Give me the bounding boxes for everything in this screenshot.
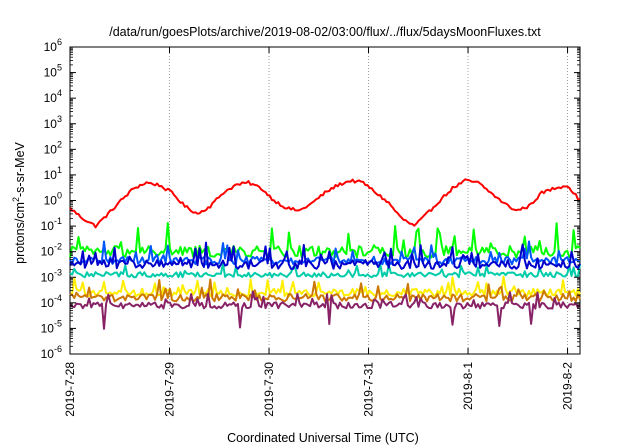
series-line-2 bbox=[69, 262, 581, 279]
y-tick-label-exp: -4 bbox=[54, 293, 62, 303]
y-tick-label-base: 10 bbox=[44, 66, 58, 80]
series-group bbox=[69, 178, 581, 330]
x-axis-label: Coordinated Universal Time (UTC) bbox=[227, 431, 419, 445]
y-tick-label-exp: 0 bbox=[57, 191, 62, 201]
y-tick-label-base: 10 bbox=[41, 296, 55, 310]
x-tick-label: 2019-7-31 bbox=[362, 362, 376, 417]
y-tick-label: 10-6 bbox=[41, 344, 62, 361]
x-tick-label: 2019-8-1 bbox=[461, 362, 475, 410]
y-tick-label: 10-2 bbox=[41, 242, 62, 259]
y-tick-label-base: 10 bbox=[41, 270, 55, 284]
x-tick-label: 2019-7-28 bbox=[63, 362, 77, 417]
y-tick-label-base: 10 bbox=[41, 219, 55, 233]
x-axis-ticks: 2019-7-28 2019-7-29 2019-7-30 2019-7-31 2019… bbox=[63, 47, 575, 417]
y-tick-label-base: 10 bbox=[44, 40, 58, 54]
y-tick-label: 101 bbox=[44, 165, 62, 182]
y-tick-label: 10-3 bbox=[41, 267, 62, 284]
y-tick-label: 10-1 bbox=[41, 216, 62, 233]
y-tick-label-base: 10 bbox=[44, 91, 58, 105]
y-tick-label: 102 bbox=[44, 139, 62, 156]
y-tick-label-exp: -3 bbox=[54, 267, 62, 277]
y-tick-label-exp: 5 bbox=[57, 63, 62, 73]
y-tick-label-exp: -2 bbox=[54, 242, 62, 252]
y-tick-label-exp: 1 bbox=[57, 165, 62, 175]
series-line-5 bbox=[69, 275, 581, 298]
y-tick-label-base: 10 bbox=[41, 321, 55, 335]
y-tick-label-exp: -1 bbox=[54, 216, 62, 226]
series-line-1 bbox=[69, 222, 581, 259]
y-tick-label: 105 bbox=[44, 63, 62, 80]
series-line-6 bbox=[69, 278, 581, 303]
y-axis-ticks: 10-610-510-410-310-210-11001011021031041… bbox=[41, 37, 580, 361]
y-tick-label-exp: -6 bbox=[54, 344, 62, 354]
y-tick-label-base: 10 bbox=[44, 194, 58, 208]
y-tick-label-base: 10 bbox=[41, 347, 55, 361]
y-tick-label: 100 bbox=[44, 191, 62, 208]
y-axis-label-main: protons/cm bbox=[13, 202, 27, 264]
y-tick-label-base: 10 bbox=[41, 245, 55, 259]
series-line-3 bbox=[69, 240, 581, 266]
y-tick-label-base: 10 bbox=[44, 117, 58, 131]
y-axis-label-rest: -s-sr-MeV bbox=[13, 141, 27, 197]
x-tick-label: 2019-8-2 bbox=[561, 362, 575, 410]
y-tick-label: 104 bbox=[44, 88, 62, 105]
series-line-0 bbox=[69, 178, 581, 229]
y-tick-label: 103 bbox=[44, 114, 62, 131]
y-tick-label-exp: 6 bbox=[57, 37, 62, 47]
y-tick-label-exp: 3 bbox=[57, 114, 62, 124]
y-tick-label-base: 10 bbox=[44, 168, 58, 182]
x-tick-label: 2019-7-30 bbox=[262, 362, 276, 417]
y-tick-label-exp: 4 bbox=[57, 88, 62, 98]
y-axis-label-sup: 2 bbox=[11, 197, 21, 202]
y-tick-label: 10-4 bbox=[41, 293, 62, 310]
y-tick-label: 10-5 bbox=[41, 318, 62, 335]
y-tick-label-base: 10 bbox=[44, 142, 58, 156]
x-tick-label: 2019-7-29 bbox=[163, 362, 177, 417]
chart-title: /data/run/goesPlots/archive/2019-08-02/0… bbox=[109, 25, 541, 39]
series-line-4 bbox=[69, 241, 581, 270]
y-tick-label-exp: -5 bbox=[54, 318, 62, 328]
y-tick-label-exp: 2 bbox=[57, 139, 62, 149]
y-tick-label: 106 bbox=[44, 37, 62, 54]
series-line-7 bbox=[69, 290, 581, 330]
y-axis-label: protons/cm2-s-sr-MeV bbox=[11, 141, 27, 263]
